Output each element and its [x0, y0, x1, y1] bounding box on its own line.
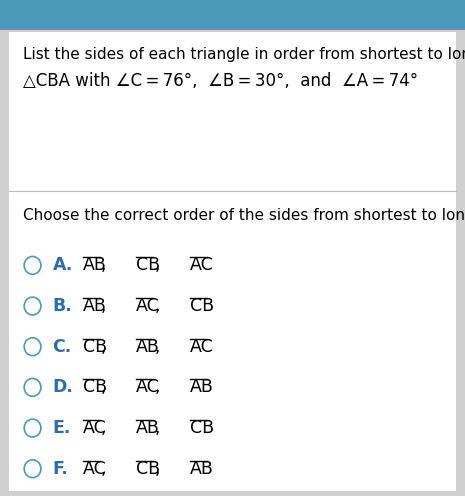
- Text: AB: AB: [83, 256, 106, 274]
- Text: ,: ,: [101, 256, 106, 274]
- Text: ,: ,: [101, 378, 106, 396]
- Text: CB: CB: [136, 460, 160, 478]
- Text: AC: AC: [83, 419, 106, 437]
- Text: CB: CB: [83, 338, 107, 356]
- Text: ,: ,: [154, 297, 160, 315]
- Text: B.: B.: [53, 297, 72, 315]
- Text: C.: C.: [53, 338, 72, 356]
- Text: AB: AB: [136, 338, 160, 356]
- Text: CB: CB: [190, 419, 214, 437]
- Text: △CBA with ∠C = 76°,  ∠B = 30°,  and  ∠A = 74°: △CBA with ∠C = 76°, ∠B = 30°, and ∠A = 7…: [23, 72, 418, 90]
- Text: AC: AC: [190, 256, 213, 274]
- Text: CB: CB: [190, 297, 214, 315]
- Text: AB: AB: [83, 297, 106, 315]
- Text: A.: A.: [53, 256, 73, 274]
- Text: E.: E.: [53, 419, 71, 437]
- Text: AC: AC: [190, 338, 213, 356]
- Text: AC: AC: [136, 297, 160, 315]
- Text: AC: AC: [83, 460, 106, 478]
- Text: CB: CB: [83, 378, 107, 396]
- Text: ,: ,: [154, 378, 160, 396]
- Text: AB: AB: [190, 460, 213, 478]
- Text: CB: CB: [136, 256, 160, 274]
- Text: ,: ,: [101, 338, 106, 356]
- Text: D.: D.: [53, 378, 73, 396]
- Text: AB: AB: [190, 378, 213, 396]
- FancyBboxPatch shape: [0, 0, 465, 30]
- Text: ,: ,: [101, 460, 106, 478]
- Text: List the sides of each triangle in order from shortest to longest.: List the sides of each triangle in order…: [23, 47, 465, 62]
- Text: ,: ,: [101, 297, 106, 315]
- Text: ,: ,: [154, 338, 160, 356]
- FancyBboxPatch shape: [9, 32, 456, 491]
- Text: ,: ,: [154, 256, 160, 274]
- Text: ,: ,: [154, 460, 160, 478]
- Text: F.: F.: [53, 460, 68, 478]
- Text: AB: AB: [136, 419, 160, 437]
- Text: ,: ,: [154, 419, 160, 437]
- Text: Choose the correct order of the sides from shortest to longest.: Choose the correct order of the sides fr…: [23, 208, 465, 223]
- Text: AC: AC: [136, 378, 160, 396]
- Text: ,: ,: [101, 419, 106, 437]
